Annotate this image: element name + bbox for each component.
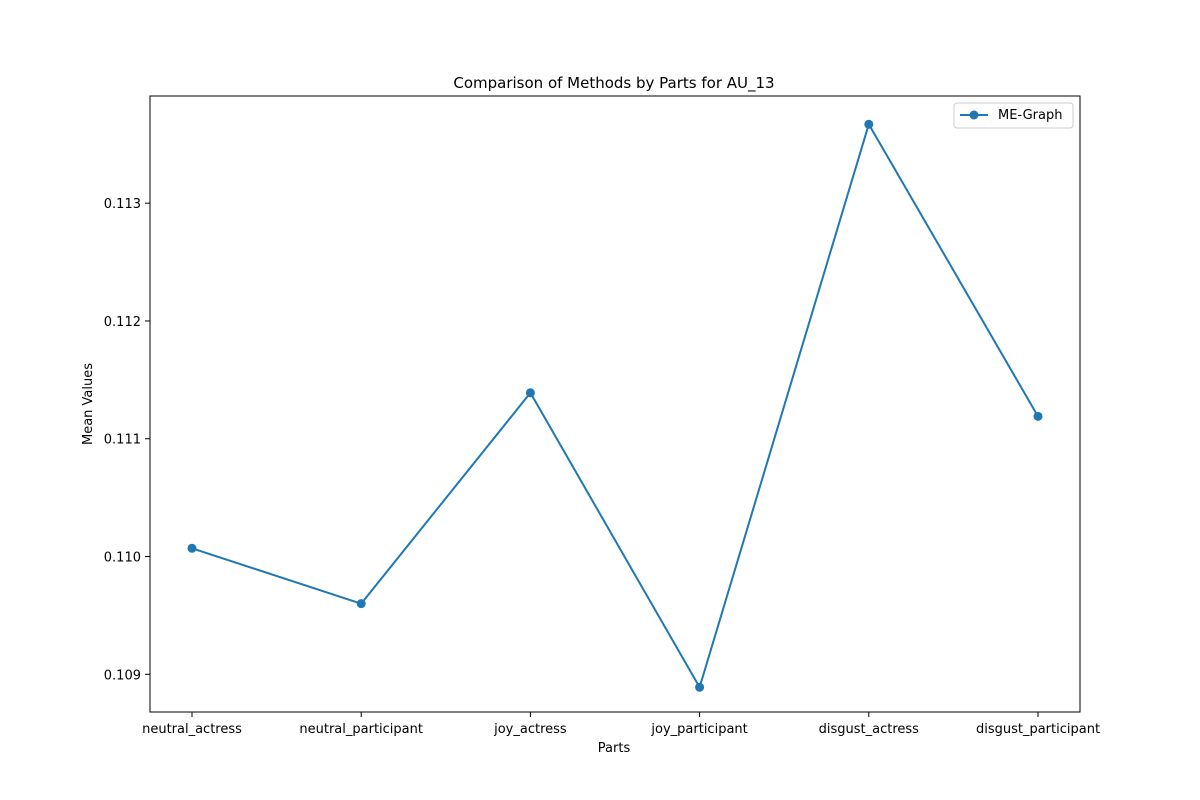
y-tick-label: 0.112 [104, 315, 141, 330]
y-tick-label: 0.113 [104, 197, 141, 212]
x-tick-label: joy_participant [650, 722, 747, 737]
legend-series-label: ME-Graph [998, 108, 1062, 123]
legend: ME-Graph [953, 102, 1074, 129]
data-point [864, 119, 874, 129]
y-tick-label: 0.110 [104, 551, 141, 566]
y-axis-label: Mean Values [81, 363, 96, 445]
x-tick-label: neutral_actress [142, 722, 242, 737]
x-axis-label: Parts [598, 741, 631, 756]
x-tick-label: neutral_participant [299, 722, 423, 737]
chart-title: Comparison of Methods by Parts for AU_13 [453, 74, 774, 93]
data-point [1033, 411, 1043, 421]
x-tick-label: disgust_actress [819, 722, 920, 737]
plot-area [149, 95, 1081, 713]
data-point [695, 682, 705, 692]
legend-box [953, 102, 1074, 129]
legend-series-marker [969, 110, 979, 120]
data-point [187, 543, 197, 553]
data-point [356, 599, 366, 609]
y-axis: 0.109 0.110 0.111 0.112 0.113 [104, 197, 150, 683]
y-tick-label: 0.111 [104, 433, 141, 448]
data-point [525, 388, 535, 398]
y-tick-label: 0.109 [104, 668, 141, 683]
x-tick-label: disgust_participant [976, 722, 1100, 737]
x-tick-label: joy_actress [493, 722, 567, 737]
series-line [191, 123, 1039, 689]
x-axis: neutral_actress neutral_participant joy_ac… [142, 712, 1100, 737]
series-layer [187, 119, 1043, 692]
